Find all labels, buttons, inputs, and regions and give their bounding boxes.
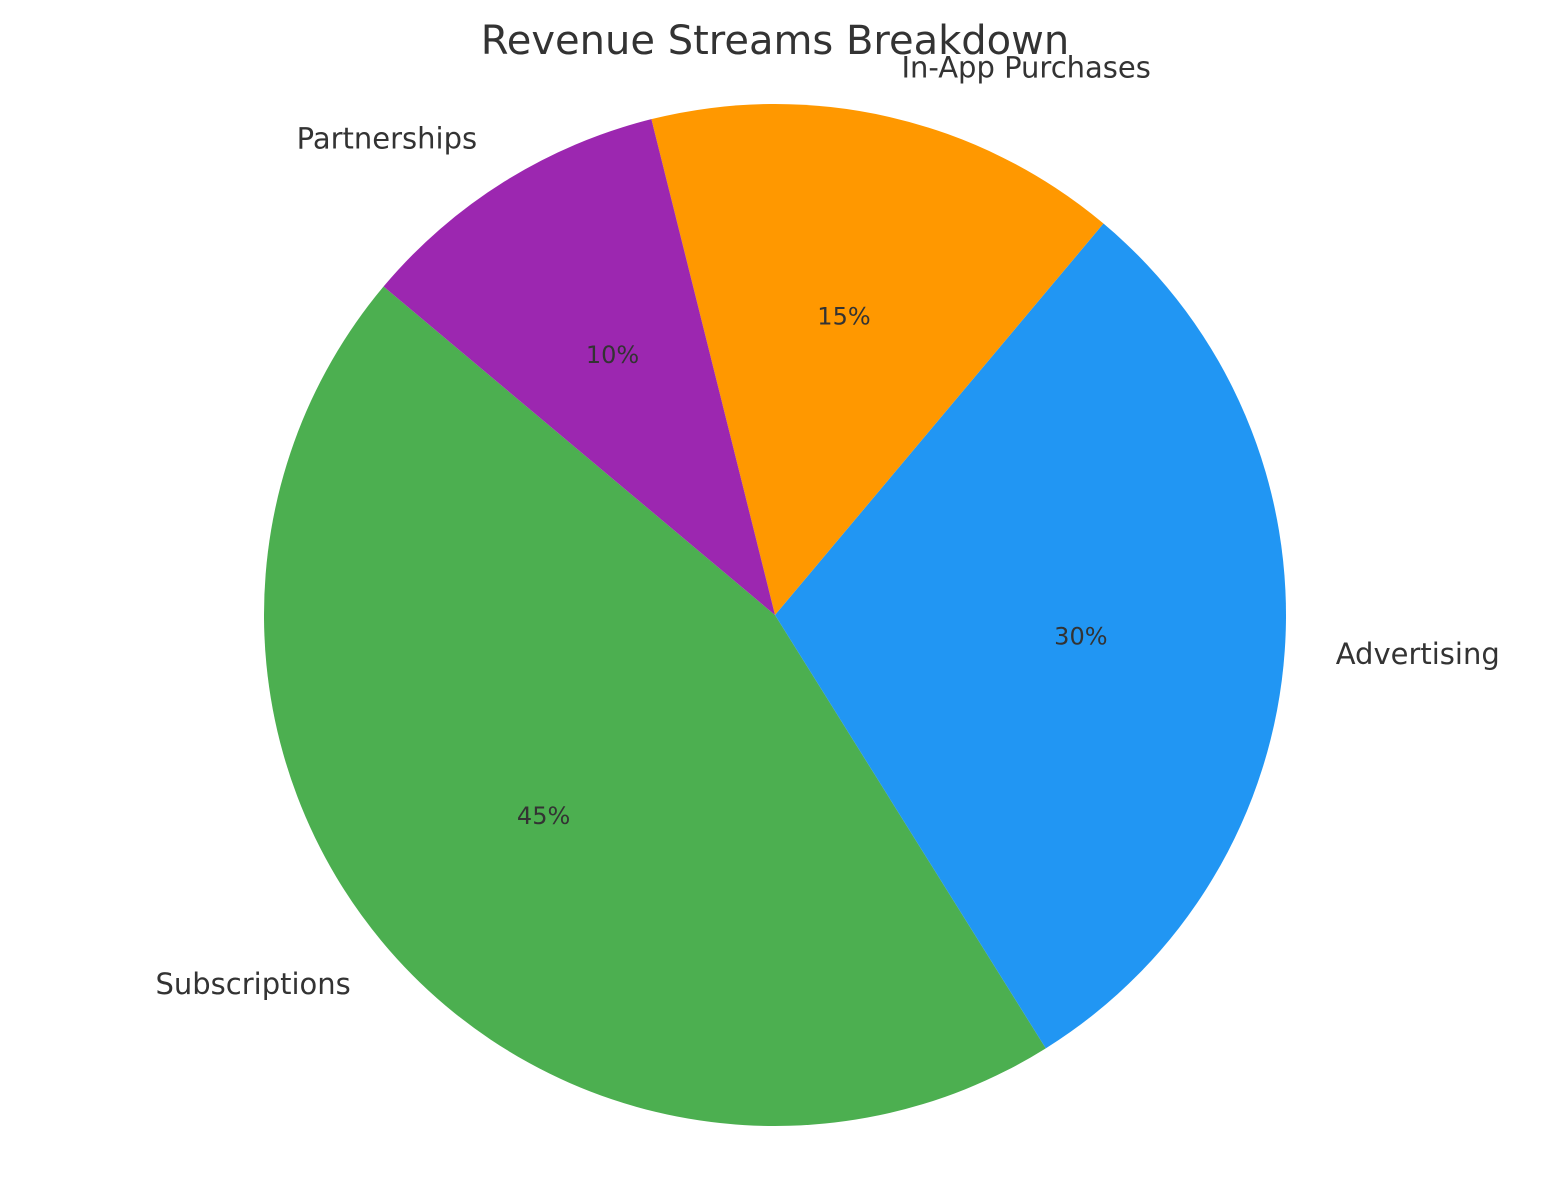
slice-label-advertising: Advertising — [1336, 637, 1500, 671]
pct-label-partnerships: 10% — [586, 341, 639, 369]
chart-title: Revenue Streams Breakdown — [481, 18, 1069, 64]
pie-slice-partnerships — [383, 119, 775, 615]
slice-label-partnerships: Partnerships — [297, 121, 477, 155]
slice-label-in-app-purchases: In-App Purchases — [901, 50, 1150, 84]
pct-label-in-app-purchases: 15% — [817, 302, 870, 330]
pct-label-advertising: 30% — [1054, 622, 1107, 650]
pie-slice-advertising — [775, 223, 1286, 1049]
pie-slice-subscriptions — [264, 286, 1046, 1126]
slice-labels: Subscriptions Advertising In-App Purchases… — [155, 50, 1499, 1000]
pie-slice-in-app-purchases — [651, 103, 1104, 616]
slice-label-subscriptions: Subscriptions — [155, 967, 350, 1001]
pie-slices — [264, 103, 1286, 1126]
percentage-labels: 45% 30% 15% 10% — [517, 302, 1108, 830]
pct-label-subscriptions: 45% — [517, 802, 570, 830]
